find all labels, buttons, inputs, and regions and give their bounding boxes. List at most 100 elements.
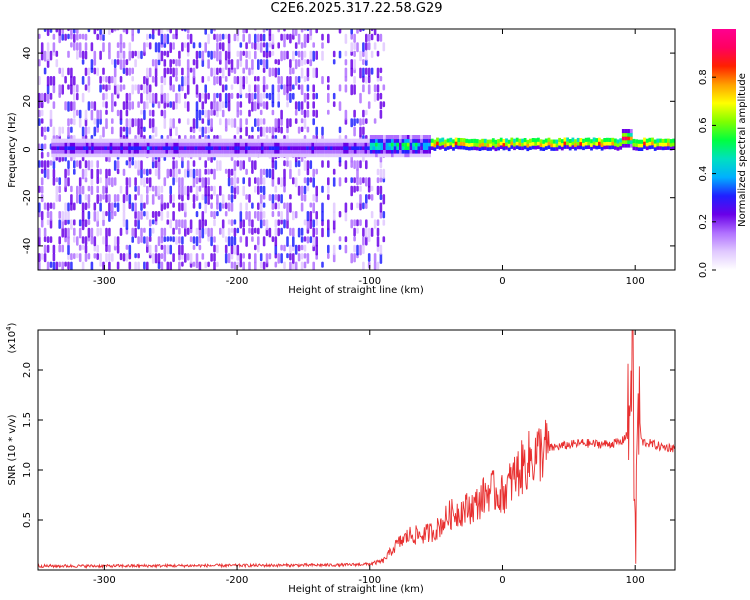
heatmap-cell	[70, 126, 73, 133]
heatmap-cell	[43, 29, 47, 32]
heatmap-cell	[372, 142, 376, 147]
heatmap-cell	[312, 67, 315, 79]
heatmap-cell	[255, 138, 259, 143]
heatmap-cell	[210, 142, 214, 147]
heatmap-cell	[379, 67, 383, 74]
heatmap-cell	[181, 194, 184, 202]
heatmap-cell	[379, 185, 383, 195]
heatmap-cell	[133, 145, 137, 150]
heatmap-cell	[181, 67, 184, 76]
heatmap-cell	[364, 149, 368, 154]
heatmap-cell	[672, 142, 675, 147]
heatmap-cell	[280, 253, 283, 264]
heatmap-cell	[137, 261, 140, 270]
heatmap-cell	[388, 135, 392, 140]
heatmap-cell	[277, 59, 280, 66]
heatmap-cell	[64, 177, 67, 188]
heatmap-cell	[189, 142, 193, 147]
heatmap-cell	[46, 42, 50, 52]
heatmap-cell	[483, 146, 487, 151]
heatmap-cell	[76, 236, 79, 246]
heatmap-cell	[350, 67, 353, 77]
heatmap-cell	[162, 142, 166, 147]
heatmap-cell	[181, 153, 185, 158]
heatmap-cell	[294, 42, 298, 49]
heatmap-cell	[84, 236, 88, 246]
heatmap-cell	[99, 33, 102, 41]
heatmap-cell	[289, 202, 292, 213]
heatmap-cell	[128, 138, 131, 143]
heatmap-cell	[67, 84, 70, 90]
heatmap-cell	[321, 50, 324, 61]
heatmap-cell	[64, 33, 67, 41]
heatmap-cell	[664, 142, 668, 147]
heatmap-cell	[268, 253, 272, 260]
heatmap-cell	[376, 84, 380, 93]
heatmap-cell	[248, 261, 251, 270]
heatmap-cell	[204, 202, 207, 214]
heatmap-cell	[125, 185, 129, 195]
heatmap-cell	[292, 236, 295, 247]
heatmap-cell	[137, 29, 140, 34]
heatmap-cell	[186, 168, 190, 178]
heatmap-cell	[335, 145, 339, 150]
heatmap-cell	[271, 142, 275, 147]
heatmap-cell	[265, 84, 269, 90]
heatmap-cell	[186, 138, 190, 143]
heatmap-cell	[151, 118, 155, 128]
heatmap-cell	[108, 211, 111, 222]
heatmap-cell	[111, 118, 114, 124]
heatmap-cell	[404, 138, 408, 143]
heatmap-cell	[245, 211, 248, 220]
heatmap-cell	[286, 33, 289, 40]
heatmap-cell	[81, 168, 85, 180]
heatmap-cell	[64, 142, 68, 147]
heatmap-cell	[234, 138, 238, 143]
heatmap-cell	[213, 142, 216, 147]
heatmap-cell	[215, 149, 219, 154]
heatmap-cell	[526, 139, 530, 144]
heatmap-cell	[379, 168, 383, 178]
heatmap-cell	[223, 145, 227, 150]
heatmap-cell	[52, 33, 56, 40]
heatmap-cell	[101, 149, 105, 154]
heatmap-cell	[81, 59, 85, 65]
heatmap-cell	[197, 149, 201, 154]
heatmap-cell	[169, 194, 172, 204]
heatmap-cell	[309, 202, 313, 208]
heatmap-cell	[579, 145, 583, 150]
heatmap-cell	[91, 153, 94, 158]
heatmap-cell	[87, 29, 91, 33]
heatmap-cell	[233, 219, 237, 225]
heatmap-cell	[166, 202, 170, 209]
heatmap-cell	[81, 244, 85, 250]
heatmap-cell	[337, 153, 341, 158]
heatmap-cell	[130, 138, 134, 143]
heatmap-cell	[356, 142, 360, 147]
heatmap-cell	[40, 101, 44, 109]
heatmap-cell	[319, 149, 323, 154]
heatmap-cell	[99, 261, 102, 267]
heatmap-cell	[88, 142, 92, 147]
heatmap-cell	[422, 135, 426, 140]
heatmap-cell	[598, 141, 601, 146]
heatmap-cell	[268, 145, 272, 150]
heatmap-cell	[365, 160, 368, 170]
heatmap-cell	[99, 149, 102, 154]
heatmap-cell	[653, 146, 657, 151]
heatmap-cell	[277, 227, 280, 237]
heatmap-cell	[160, 138, 163, 143]
heatmap-cell	[213, 153, 216, 158]
heatmap-cell	[277, 177, 280, 185]
heatmap-cell	[344, 59, 348, 66]
heatmap-cell	[300, 101, 304, 110]
heatmap-cell	[539, 142, 543, 147]
heatmap-cell	[146, 101, 149, 109]
heatmap-cell	[73, 160, 76, 169]
heatmap-cell	[122, 219, 126, 228]
heatmap-cell	[446, 142, 450, 147]
heatmap-cell	[175, 92, 178, 104]
heatmap-cell	[67, 227, 70, 239]
heatmap-cell	[312, 109, 315, 117]
heatmap-cell	[210, 227, 213, 237]
